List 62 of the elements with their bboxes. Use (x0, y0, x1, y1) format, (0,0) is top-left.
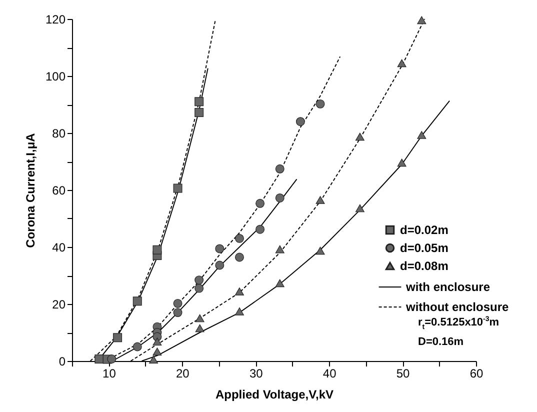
y-tick-label: 0 (58, 354, 66, 368)
point (132, 296, 142, 306)
y-tick-label: 100 (45, 70, 66, 84)
x-axis-title: Applied Voltage,V,kV (215, 388, 334, 402)
point (152, 245, 162, 254)
point (194, 276, 204, 285)
x-tick-label: 30 (249, 366, 264, 380)
point (173, 308, 182, 318)
y-tick-label: 60 (52, 184, 66, 198)
point (152, 348, 162, 356)
point (275, 164, 284, 174)
y-tick-label: 20 (52, 298, 66, 312)
point (194, 284, 204, 293)
point (275, 279, 284, 288)
point (94, 354, 104, 364)
point (316, 99, 325, 108)
annotation: r$_{t}$=0.5125x10$^{-3}$m (418, 316, 500, 331)
point (132, 342, 142, 352)
point (173, 298, 182, 308)
point (397, 59, 406, 68)
point (397, 158, 406, 167)
point (234, 288, 244, 296)
point (234, 234, 244, 243)
y-tick-label: 40 (52, 240, 66, 254)
x-tick-label: 20 (176, 366, 190, 380)
point (275, 194, 284, 202)
annotation: D=0.16m (418, 334, 465, 350)
point (113, 333, 122, 342)
legend-label: without enclosure (405, 300, 509, 314)
point (195, 314, 204, 322)
y-axis-title: Corona Current,I,μA (23, 132, 38, 248)
point (215, 244, 224, 254)
point (107, 354, 116, 364)
x-tick-label: 60 (470, 366, 484, 380)
legend-label: with enclosure (405, 280, 490, 294)
point (355, 132, 364, 141)
point (275, 245, 284, 254)
point (195, 324, 204, 332)
point (316, 196, 325, 204)
x-tick-label: 50 (396, 366, 410, 380)
point (194, 108, 204, 117)
y-tick-label: 80 (52, 126, 66, 140)
point (316, 246, 325, 255)
point (215, 260, 224, 270)
point (355, 204, 364, 212)
point (417, 131, 426, 139)
x-tick-label: 40 (322, 366, 337, 380)
y-tick-label: 120 (45, 12, 66, 26)
point (296, 117, 305, 126)
point (417, 16, 426, 24)
x-tick-label: 10 (102, 366, 116, 380)
point (256, 224, 265, 234)
point (256, 198, 265, 208)
point (234, 307, 244, 316)
point (149, 356, 158, 364)
point (173, 184, 182, 193)
point (234, 252, 244, 262)
legend-label: d=0.02m (400, 223, 448, 237)
legend-label: d=0.05m (400, 241, 448, 255)
point (194, 97, 204, 106)
point (152, 338, 162, 346)
legend-label: d=0.08m (400, 259, 448, 273)
